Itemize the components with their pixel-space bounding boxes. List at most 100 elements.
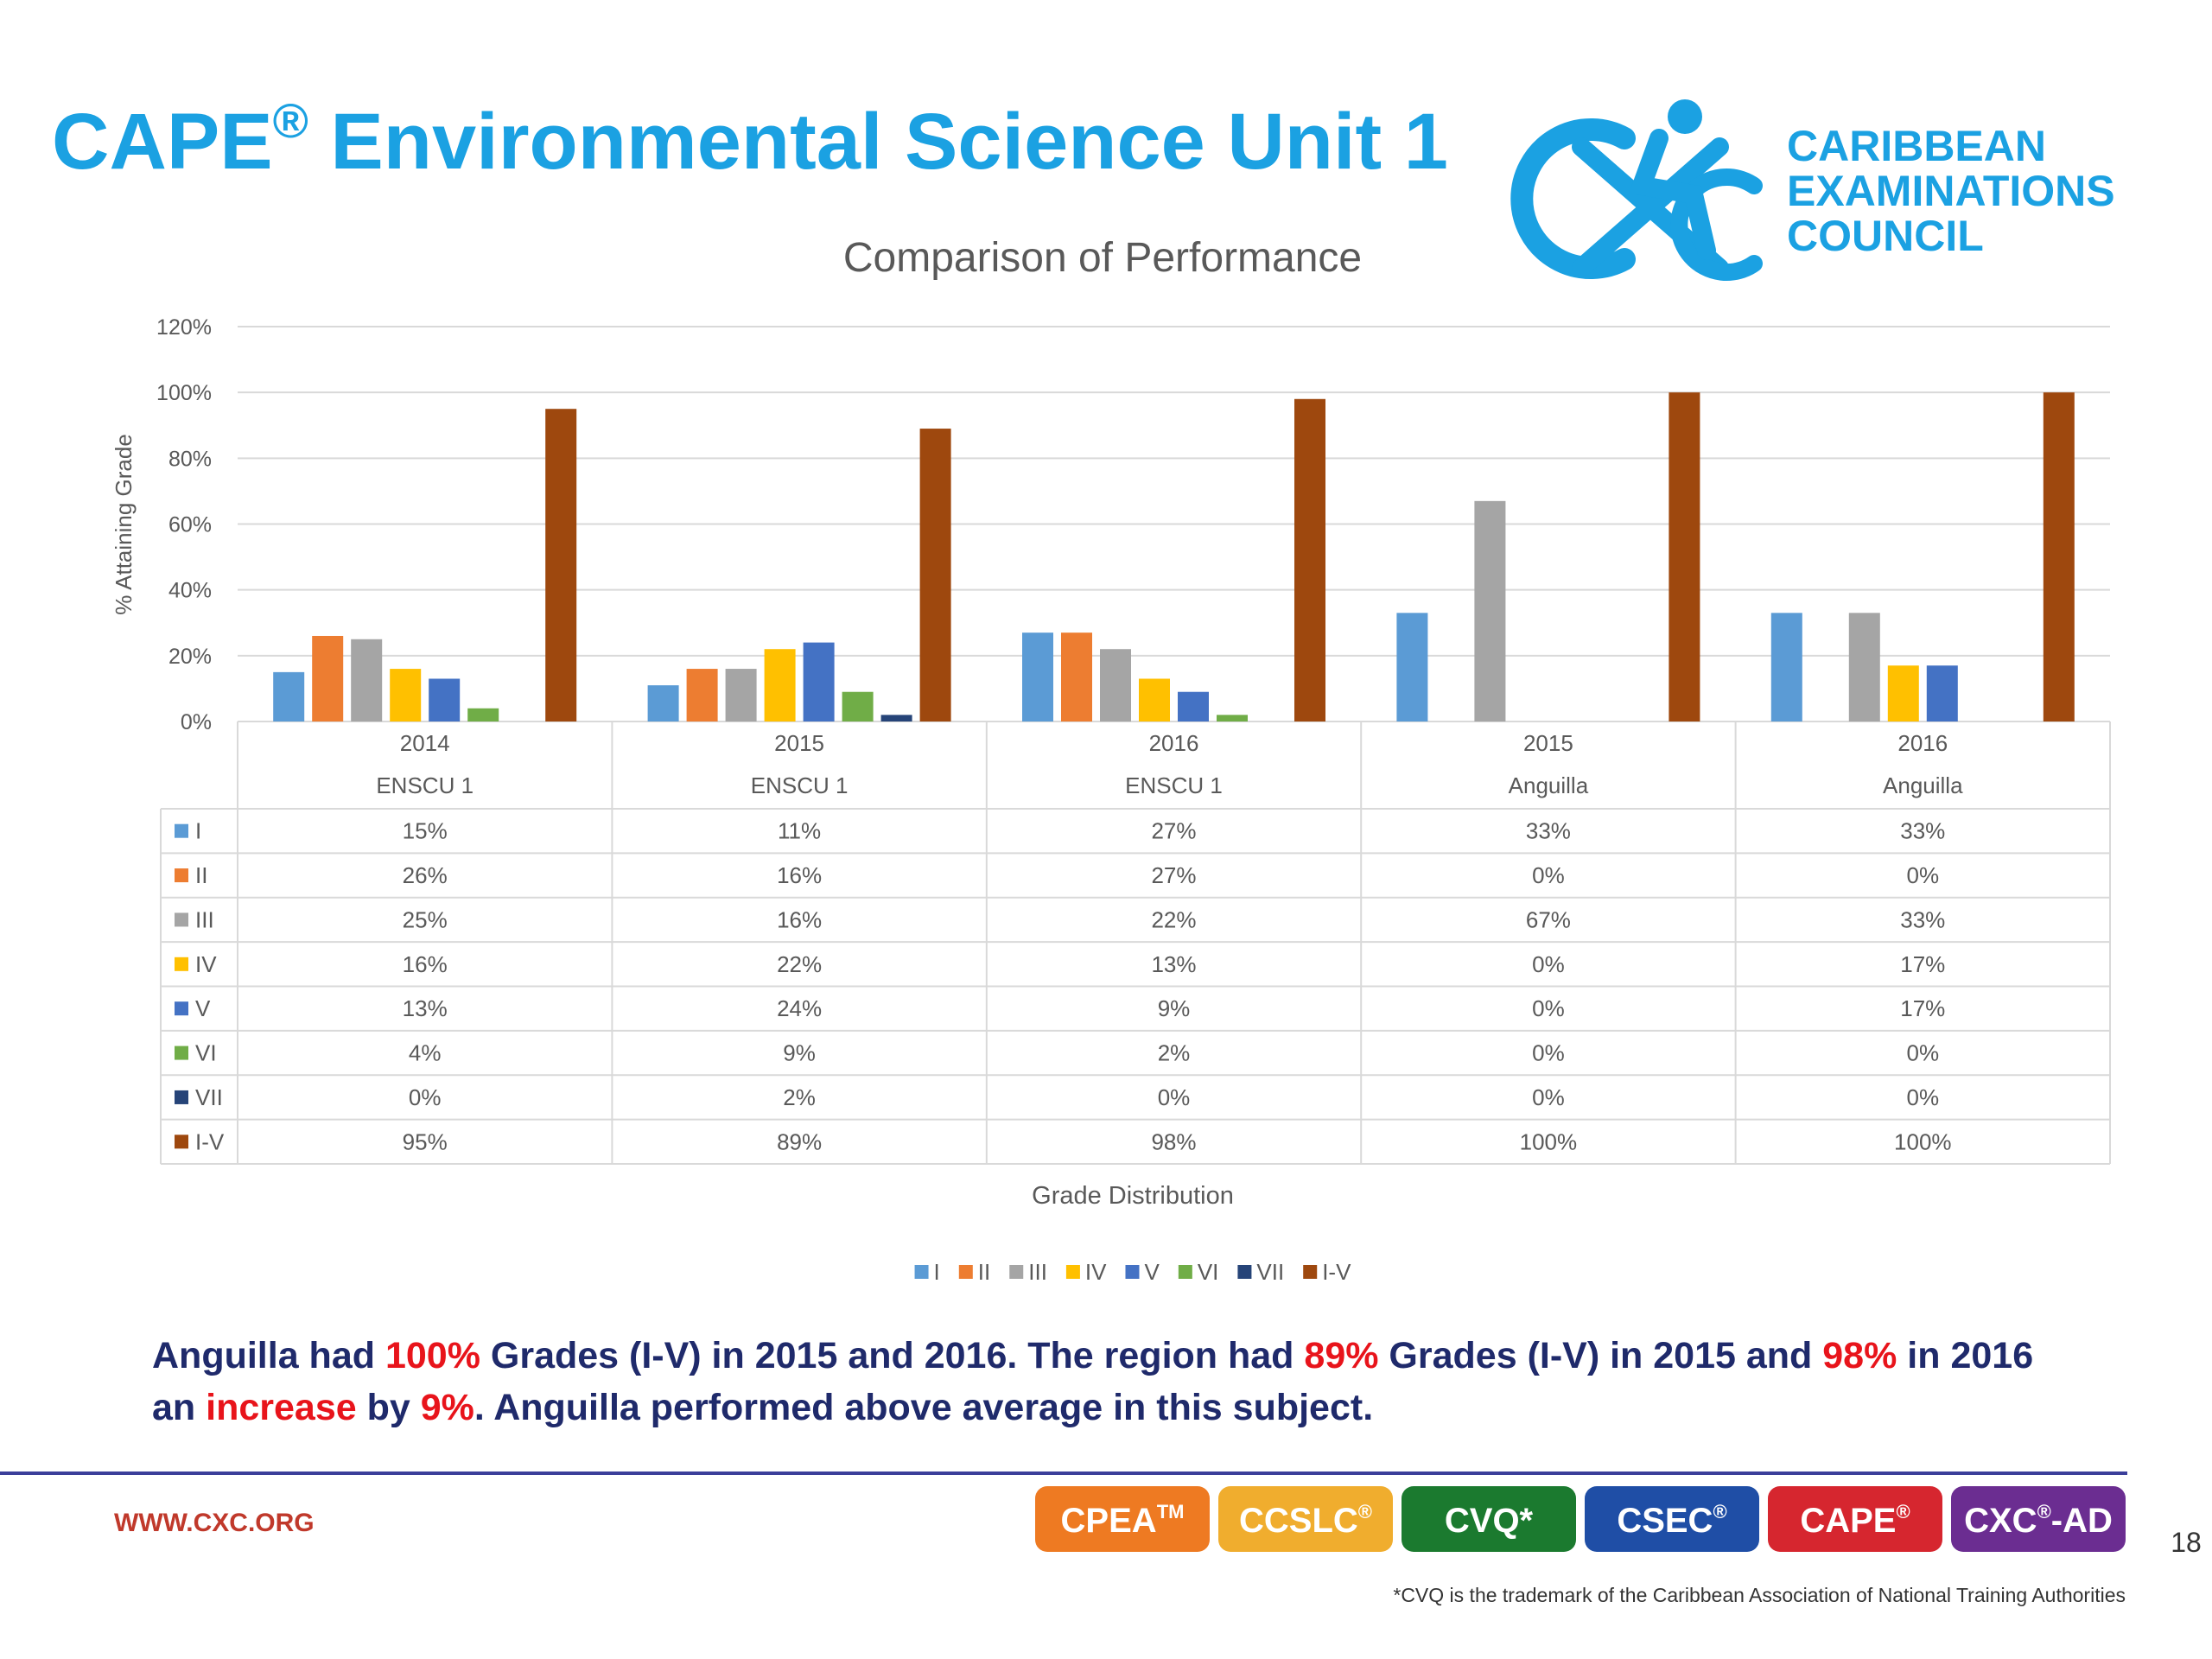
badge-label: CAPE® <box>1800 1501 1910 1540</box>
bar <box>467 708 499 721</box>
table-value: 33% <box>1900 906 1945 932</box>
badge-label: CXC®-AD <box>1964 1501 2113 1540</box>
legend-label: VI <box>1198 1259 1219 1285</box>
summary-emphasis: 9% <box>421 1387 474 1428</box>
table-value: 100% <box>1894 1128 1952 1154</box>
badge <box>1218 1486 1393 1552</box>
table-series-name: III <box>195 906 214 932</box>
bar <box>764 649 796 721</box>
legend-key <box>175 823 188 838</box>
bar <box>1669 392 1700 721</box>
y-tick-label: 40% <box>168 579 212 603</box>
table-value: 22% <box>1151 906 1196 932</box>
category-group-label: ENSCU 1 <box>376 772 474 798</box>
x-axis-label: Grade Distribution <box>1032 1182 1234 1210</box>
category-group-label: ENSCU 1 <box>751 772 849 798</box>
category-group-label: Anguilla <box>1509 772 1589 798</box>
legend-label: I-V <box>1322 1259 1351 1285</box>
y-tick-label: 120% <box>156 315 212 340</box>
bar <box>1139 678 1170 721</box>
bar <box>429 678 461 721</box>
table-value: 67% <box>1526 906 1571 932</box>
bar <box>273 671 305 721</box>
legend-key <box>175 868 188 883</box>
bar <box>1848 613 1880 721</box>
table-value: 11% <box>778 818 821 844</box>
bar <box>1396 613 1428 721</box>
legend-label: VII <box>1256 1259 1284 1285</box>
y-tick-label: 20% <box>168 645 212 669</box>
table-value: 98% <box>1151 1128 1196 1154</box>
legend-label: II <box>978 1259 990 1285</box>
table-value: 15% <box>403 818 448 844</box>
legend-key <box>1065 1265 1080 1279</box>
table-value: 0% <box>1532 995 1565 1021</box>
bar <box>1926 665 1958 721</box>
summary-emphasis: 98% <box>1822 1335 1897 1376</box>
badge-sup: ® <box>1358 1501 1372 1522</box>
legend-key <box>175 1135 188 1149</box>
summary-span: an <box>152 1387 206 1428</box>
legend-key <box>1303 1265 1318 1279</box>
badge <box>1585 1486 1759 1552</box>
table-value: 17% <box>1900 995 1945 1021</box>
table-value: 0% <box>1907 862 1940 888</box>
table-value: 2% <box>783 1084 816 1110</box>
bar <box>351 639 383 721</box>
table-series-name: I <box>195 818 201 844</box>
logo-graphic <box>1510 99 1763 281</box>
table-value: 95% <box>403 1128 448 1154</box>
bar <box>647 685 679 721</box>
bar <box>312 635 344 721</box>
legend-key <box>175 1001 188 1016</box>
badge <box>1951 1486 2126 1552</box>
table-value: 0% <box>1532 1084 1565 1110</box>
badge-text: CPEA <box>1061 1502 1157 1540</box>
y-tick-label: 0% <box>181 710 212 734</box>
badge <box>1035 1486 1210 1552</box>
category-group-label: Anguilla <box>1883 772 1963 798</box>
logo-text: EXAMINATIONS <box>1787 167 2115 215</box>
table-value: 0% <box>409 1084 442 1110</box>
bar <box>1474 500 1506 721</box>
y-axis-label: % Attaining Grade <box>111 434 137 615</box>
table-series-name: V <box>195 995 211 1021</box>
website: WWW.CXC.ORG <box>114 1509 315 1537</box>
summary-text: an increase by 9%. Anguilla performed ab… <box>152 1387 1373 1428</box>
legend-label: III <box>1028 1259 1047 1285</box>
badge-label: CVQ* <box>1445 1502 1534 1540</box>
summary-emphasis: increase <box>206 1387 357 1428</box>
table-value: 25% <box>403 906 448 932</box>
footnote: *CVQ is the trademark of the Caribbean A… <box>1393 1584 2126 1606</box>
legend-key <box>958 1265 973 1279</box>
bar <box>1770 613 1802 721</box>
bar <box>880 715 912 721</box>
x-tick-label: 2016 <box>1149 730 1199 756</box>
summary-span: by <box>357 1387 421 1428</box>
logo-text: COUNCIL <box>1787 212 1984 260</box>
summary-span: in 2016 <box>1897 1335 2033 1376</box>
table-value: 16% <box>777 906 822 932</box>
y-tick-label: 60% <box>168 513 212 537</box>
table-value: 24% <box>777 995 822 1021</box>
legend-key <box>1125 1265 1140 1279</box>
bar <box>803 642 835 721</box>
legend-key <box>1178 1265 1192 1279</box>
table-value: 26% <box>403 862 448 888</box>
legend-key <box>175 957 188 971</box>
x-tick-label: 2014 <box>400 730 450 756</box>
summary-span: Anguilla had <box>152 1335 385 1376</box>
bar <box>1178 691 1209 721</box>
table-series-name: II <box>195 862 207 888</box>
legend-key <box>175 1046 188 1060</box>
bar <box>1022 632 1053 721</box>
bar <box>686 669 718 721</box>
bar <box>725 669 757 721</box>
table-series-name: VI <box>195 1040 217 1066</box>
x-tick-label: 2015 <box>774 730 824 756</box>
table-value: 9% <box>783 1040 816 1066</box>
bar <box>545 409 577 721</box>
badge-sup: TM <box>1157 1501 1185 1522</box>
